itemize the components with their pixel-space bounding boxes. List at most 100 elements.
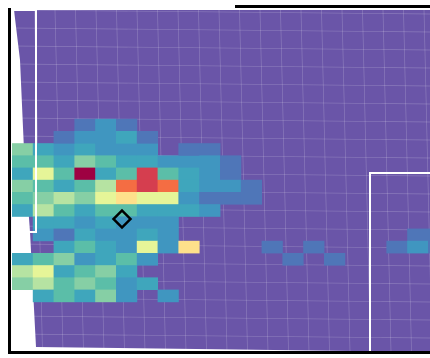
heat-cell — [74, 131, 96, 144]
heat-cell — [32, 167, 54, 181]
heat-cell — [220, 192, 242, 205]
grid-line — [403, 9, 412, 353]
grid-line — [423, 9, 430, 282]
heat-cell — [12, 155, 34, 168]
heat-cell — [74, 265, 96, 278]
heat-cell — [53, 265, 75, 278]
heat-cell — [53, 216, 75, 229]
heat-cell — [95, 289, 117, 303]
left-boundary-line — [10, 9, 37, 233]
heat-cell — [53, 240, 75, 254]
heat-cell — [32, 155, 54, 168]
heat-cell — [32, 289, 54, 303]
map-frame — [8, 5, 430, 354]
heat-cell — [12, 143, 34, 156]
heat-cell — [53, 277, 75, 290]
heat-cell — [74, 240, 96, 254]
grid-line — [341, 9, 351, 353]
heat-cell — [95, 240, 117, 254]
grid-line — [300, 9, 310, 353]
heat-cell — [95, 204, 117, 217]
heat-cell — [95, 228, 117, 242]
heat-cell — [32, 179, 54, 193]
heat-cell — [136, 228, 158, 242]
heat-cell — [116, 131, 138, 144]
bottom-left-boundary-line — [10, 337, 23, 352]
heat-cell — [199, 155, 221, 168]
heat-cell — [199, 204, 221, 217]
heat-cell — [116, 253, 138, 266]
heat-cell — [157, 204, 179, 217]
heat-cell — [261, 240, 283, 254]
heat-cell — [136, 192, 158, 205]
heat-cell — [53, 143, 75, 156]
heat-cell — [116, 167, 138, 181]
heat-cell — [428, 228, 430, 242]
heat-cell — [95, 167, 117, 181]
heat-cell — [178, 155, 200, 168]
heat-cell — [32, 204, 54, 217]
location-marker[interactable] — [111, 208, 133, 230]
heat-cell — [324, 253, 346, 266]
grid-line — [13, 63, 430, 69]
heat-cell — [136, 240, 158, 254]
grid-line — [13, 27, 430, 33]
heat-cell — [157, 179, 179, 193]
grid-line — [321, 9, 330, 353]
heat-cell — [12, 167, 34, 181]
heat-cell — [53, 253, 75, 266]
heat-cell — [220, 167, 242, 181]
heat-cell — [428, 240, 430, 254]
heat-cell — [136, 167, 158, 181]
heat-cell — [157, 192, 179, 205]
heat-cell — [32, 253, 54, 266]
heat-cell — [74, 277, 96, 290]
heat-cell — [116, 228, 138, 242]
heat-cell — [157, 155, 179, 168]
heat-cell — [53, 228, 75, 242]
heat-cell — [74, 155, 96, 168]
heat-cell — [74, 204, 96, 217]
heat-cell — [136, 143, 158, 156]
heat-cell — [12, 277, 34, 290]
heat-cell — [74, 289, 96, 303]
heat-cell — [74, 179, 96, 193]
heat-cell — [282, 253, 304, 266]
heat-cell — [95, 179, 117, 193]
heat-cell — [116, 277, 138, 290]
heat-cell — [95, 277, 117, 290]
heat-cell — [407, 228, 429, 242]
heat-cell — [74, 118, 96, 132]
heat-cell — [136, 131, 158, 144]
heat-cell — [53, 289, 75, 303]
heat-cell — [157, 167, 179, 181]
heat-cell — [116, 265, 138, 278]
frame-left-edge — [8, 8, 11, 354]
grid-line — [13, 9, 430, 15]
heat-cell — [178, 192, 200, 205]
heat-cell — [53, 167, 75, 181]
heat-cell — [116, 155, 138, 168]
heat-cell — [95, 253, 117, 266]
heat-cell — [157, 228, 179, 242]
heat-cell — [74, 192, 96, 205]
heat-cell — [178, 204, 200, 217]
heat-cell — [199, 143, 221, 156]
heat-cell — [116, 118, 138, 132]
frame-top-edge — [235, 5, 430, 8]
grid-line — [13, 81, 430, 87]
diamond-marker-icon[interactable] — [111, 208, 133, 230]
boundary-lines — [10, 9, 430, 352]
heat-cell — [95, 155, 117, 168]
grid-line — [13, 315, 430, 321]
heat-cell — [74, 216, 96, 229]
grid-line — [280, 9, 289, 353]
heat-cell — [136, 204, 158, 217]
heat-cell — [116, 143, 138, 156]
grid-line — [13, 99, 430, 105]
heat-cell — [157, 216, 179, 229]
right-boundary-line — [369, 172, 430, 352]
heat-cell — [12, 265, 34, 278]
heat-cell — [12, 179, 34, 193]
